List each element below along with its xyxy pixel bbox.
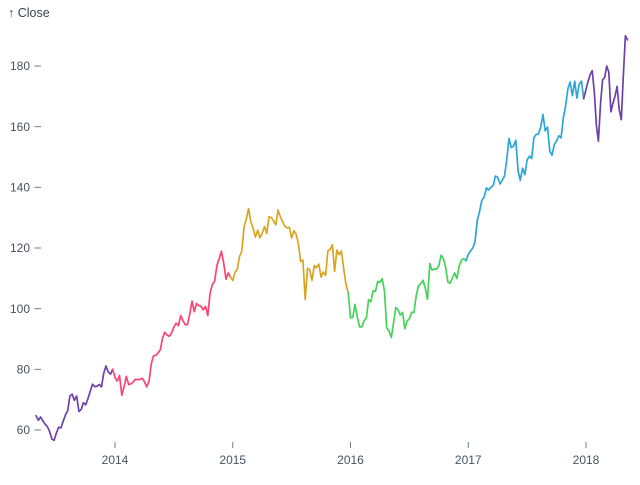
x-axis-tick-label: 2015 (219, 453, 246, 467)
x-axis-tick-label: 2016 (337, 453, 364, 467)
y-axis-tick-label: 180 (10, 59, 30, 73)
y-axis-tick-label: 160 (10, 120, 30, 134)
y-axis-tick-label: 100 (10, 302, 30, 316)
y-axis-tick-label: 120 (10, 241, 30, 255)
series-segment-2018 (582, 34, 629, 143)
series-segment-2014 (111, 250, 232, 396)
series-segment-2017 (465, 80, 585, 262)
y-axis-tick-label: 80 (17, 363, 31, 377)
y-axis-tick-label: 60 (17, 423, 31, 437)
x-axis-tick-label: 2018 (573, 453, 600, 467)
series-segment-2013 (35, 365, 114, 442)
series-segment-2016 (347, 254, 467, 339)
series-segment-2015 (229, 207, 350, 301)
y-axis-tick-label: 140 (10, 181, 30, 195)
y-axis-title: ↑ Close (8, 6, 50, 20)
x-axis-tick-label: 2014 (102, 453, 129, 467)
x-axis-tick-label: 2017 (455, 453, 482, 467)
